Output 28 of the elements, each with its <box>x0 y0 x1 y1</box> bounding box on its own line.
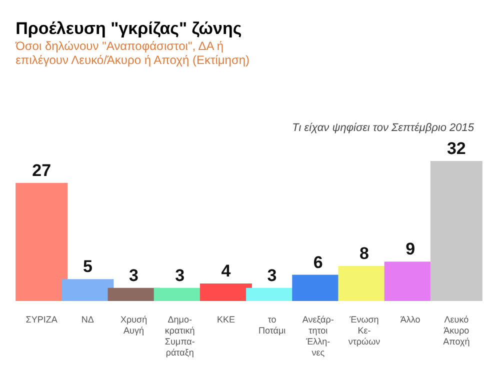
data-label: 3 <box>175 266 185 285</box>
x-tick-label: ΣΥΡΙΖΑ <box>26 314 58 324</box>
data-label: 8 <box>359 244 369 263</box>
text: Όσοι δηλώνουν "Αναποφάσιστοι", ΔΑ ή <box>16 39 224 53</box>
data-label: 6 <box>313 252 323 272</box>
x-tick-label: ΝΔ <box>81 314 94 324</box>
bar <box>200 284 252 301</box>
x-tick-label: Ανεξάρ- τητοι Έλλη- νες <box>302 314 334 358</box>
text: επιλέγουν Λευκό/Άκυρο ή Αποχή (Εκτίμηση) <box>16 53 250 67</box>
data-label: 3 <box>129 266 139 285</box>
data-label: 9 <box>406 240 416 259</box>
text: Τι είχαν ψηφίσει τον Σεπτέμβριο 2015 <box>292 122 475 134</box>
bar <box>62 279 114 301</box>
data-label: 32 <box>446 139 466 158</box>
x-tick-label: ΚΚΕ <box>216 314 235 324</box>
data-label: 3 <box>267 266 277 285</box>
x-tick-label: Χρυσή Αυγή <box>120 314 148 336</box>
x-tick-label: το Ποτάμι <box>258 314 286 336</box>
x-tick-label: Ένωση Κε- ντρώων <box>348 314 381 346</box>
data-label: 4 <box>221 262 232 280</box>
chart-title: Προέλευση "γκρίζας" ζώνης <box>16 19 242 38</box>
x-tick-label: Δημο- κρατική Συμπα- ράταξη <box>164 314 195 358</box>
x-tick-label: Άλλο <box>400 314 420 324</box>
data-label: 27 <box>32 160 52 180</box>
data-label: 5 <box>82 257 92 276</box>
bar <box>16 182 68 301</box>
bar <box>430 161 482 301</box>
x-tick-label: Λευκό Άκυρο Αποχή <box>443 314 470 346</box>
